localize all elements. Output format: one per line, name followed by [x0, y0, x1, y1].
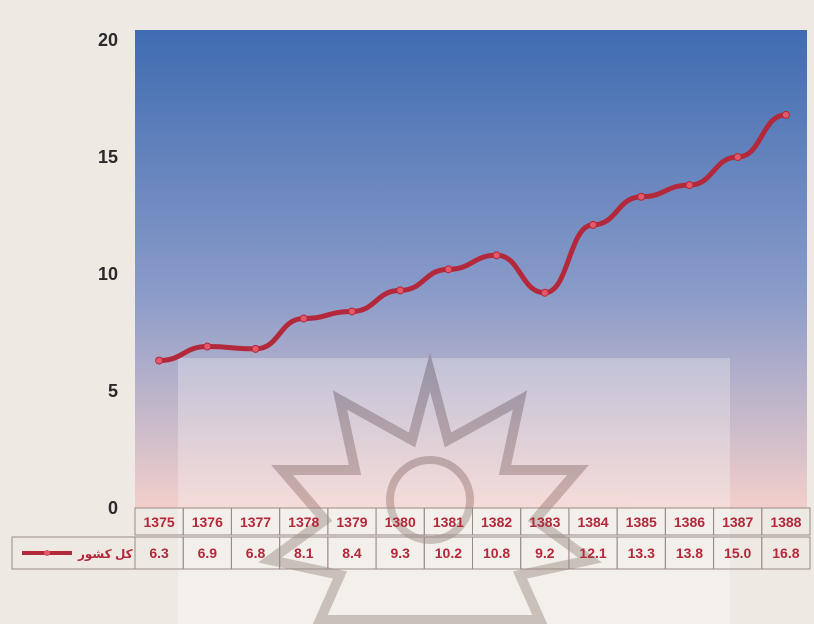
y-tick-label-10: 10	[98, 264, 118, 284]
data-label-1387: 15.0	[724, 545, 751, 561]
data-point-1383	[540, 288, 549, 297]
x-tick-label-1387: 1387	[722, 514, 753, 530]
value-cell	[761, 536, 811, 570]
data-label-1381: 10.2	[435, 545, 462, 561]
data-label-1379: 8.4	[342, 545, 362, 561]
data-label-1378: 8.1	[294, 545, 314, 561]
y-axis: 0 5 10 15 20	[98, 30, 118, 518]
plot-background	[135, 30, 807, 508]
data-label-1380: 9.3	[390, 545, 410, 561]
data-point-1387	[733, 153, 742, 161]
x-tick-label-1383: 1383	[529, 514, 560, 530]
data-label-1383: 9.2	[535, 545, 555, 561]
plot-area	[135, 30, 807, 508]
x-tick-label-1375: 1375	[144, 514, 175, 530]
legend-marker	[44, 550, 50, 556]
x-tick-label-1382: 1382	[481, 514, 512, 530]
x-tick-label-1388: 1388	[770, 514, 801, 530]
watermark-emblem	[178, 352, 730, 624]
category-cell	[761, 507, 811, 536]
y-tick-label-20: 20	[98, 30, 118, 50]
data-point-1384	[589, 220, 598, 229]
data-point-1377	[251, 344, 260, 353]
x-tick-label-1386: 1386	[674, 514, 705, 530]
data-point-1378	[299, 314, 308, 323]
x-tick-label-1385: 1385	[626, 514, 657, 530]
data-label-1384: 12.1	[579, 545, 606, 561]
data-label-1377: 6.8	[246, 545, 266, 561]
data-label-1376: 6.9	[198, 545, 218, 561]
data-label-1375: 6.3	[149, 545, 169, 561]
data-label-1386: 13.8	[676, 545, 703, 561]
data-point-1386	[685, 181, 694, 190]
y-tick-label-0: 0	[108, 498, 118, 518]
x-tick-label-1379: 1379	[336, 514, 367, 530]
x-tick-label-1380: 1380	[385, 514, 416, 530]
data-point-1379	[347, 307, 356, 316]
data-label-1382: 10.8	[483, 545, 510, 561]
x-tick-label-1378: 1378	[288, 514, 319, 530]
x-tick-label-1377: 1377	[240, 514, 271, 530]
y-tick-label-15: 15	[98, 147, 118, 167]
data-point-1376	[203, 342, 212, 351]
x-tick-label-1376: 1376	[192, 514, 223, 530]
data-label-1388: 16.8	[772, 545, 799, 561]
data-point-1388	[781, 110, 790, 119]
series-line-group	[155, 110, 790, 365]
data-table: 1375 1376 1377 1378 1379 1380 1381 1382 1383 1384…	[11, 507, 811, 570]
x-tick-label-1384: 1384	[577, 514, 608, 530]
data-point-1375	[155, 356, 164, 365]
data-label-1385: 13.3	[628, 545, 655, 561]
data-point-1381	[444, 265, 453, 274]
data-point-1380	[396, 286, 405, 295]
y-tick-label-5: 5	[108, 381, 118, 401]
x-tick-label-1381: 1381	[433, 514, 464, 530]
data-point-1385	[637, 192, 646, 201]
data-point-1382	[492, 251, 501, 260]
legend-series-name: کل کشور	[77, 547, 133, 562]
